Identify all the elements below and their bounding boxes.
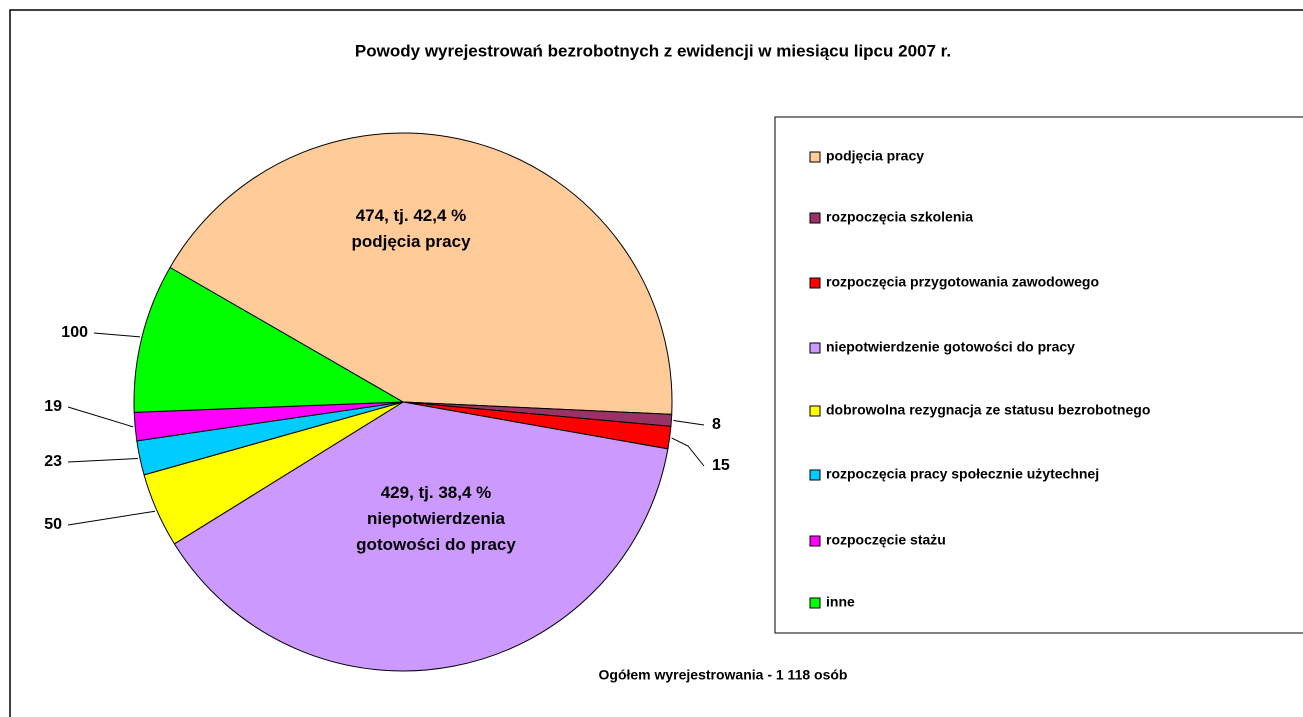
- data-label-line: gotowości do pracy: [356, 535, 516, 554]
- data-label: 474, tj. 42,4 % podjęcia pracy: [351, 206, 471, 251]
- data-label: 15: [712, 457, 730, 474]
- legend-swatch: [809, 277, 821, 289]
- legend-label: rozpoczęcie stażu: [826, 532, 946, 548]
- data-label-line: 23: [44, 453, 62, 470]
- data-label: 23: [44, 453, 62, 470]
- pie-slice: [173, 401, 669, 672]
- legend-swatch: [809, 342, 821, 354]
- data-label-line: 429, tj. 38,4 %: [381, 483, 492, 502]
- leader-line: [67, 457, 138, 463]
- leader-line: [67, 510, 156, 526]
- data-label: 19: [44, 398, 62, 415]
- data-label-line: podjęcia pracy: [351, 232, 471, 251]
- leader-line: [93, 332, 140, 338]
- legend-label: rozpoczęcia przygotowania zawodowego: [826, 274, 1099, 290]
- legend-swatch: [809, 469, 821, 481]
- legend-label: dobrowolna rezygnacja ze statusu bezrobo…: [826, 402, 1150, 418]
- legend-swatch: [809, 212, 821, 224]
- legend-label: podjęcia pracy: [826, 148, 924, 164]
- pie-slice: [133, 266, 405, 413]
- data-label-line: 15: [712, 457, 730, 474]
- data-label: 100: [61, 324, 88, 341]
- chart-title: Powody wyrejestrowań bezrobotnych z ewid…: [355, 41, 951, 60]
- legend-swatch: [809, 535, 821, 547]
- data-label-line: 474, tj. 42,4 %: [356, 206, 467, 225]
- data-label-line: 8: [712, 416, 721, 433]
- legend-swatch: [809, 151, 821, 163]
- legend-label: rozpoczęcia szkolenia: [826, 209, 973, 225]
- legend-label: rozpoczęcia pracy społecznie użytechnej: [826, 466, 1099, 482]
- data-label: 429, tj. 38,4 % niepotwierdzenia gotowości…: [356, 483, 516, 554]
- leader-line: [67, 406, 134, 428]
- data-label-line: niepotwierdzenia: [367, 509, 505, 528]
- data-label: 8: [712, 416, 721, 433]
- leader-line: [671, 437, 705, 467]
- legend-swatch: [809, 405, 821, 417]
- legend-label: inne: [826, 594, 855, 610]
- data-label-line: 100: [61, 324, 88, 341]
- pie-slice: [169, 132, 673, 415]
- data-label: 50: [44, 516, 62, 533]
- legend-label: niepotwierdzenie gotowości do pracy: [826, 339, 1075, 355]
- data-label-line: 50: [44, 516, 62, 533]
- legend-swatch: [809, 597, 821, 609]
- data-label-line: 19: [44, 398, 62, 415]
- legend-box: [774, 116, 1303, 634]
- leader-line: [673, 420, 705, 426]
- chart-footer: Ogółem wyrejestrowania - 1 118 osób: [599, 667, 848, 683]
